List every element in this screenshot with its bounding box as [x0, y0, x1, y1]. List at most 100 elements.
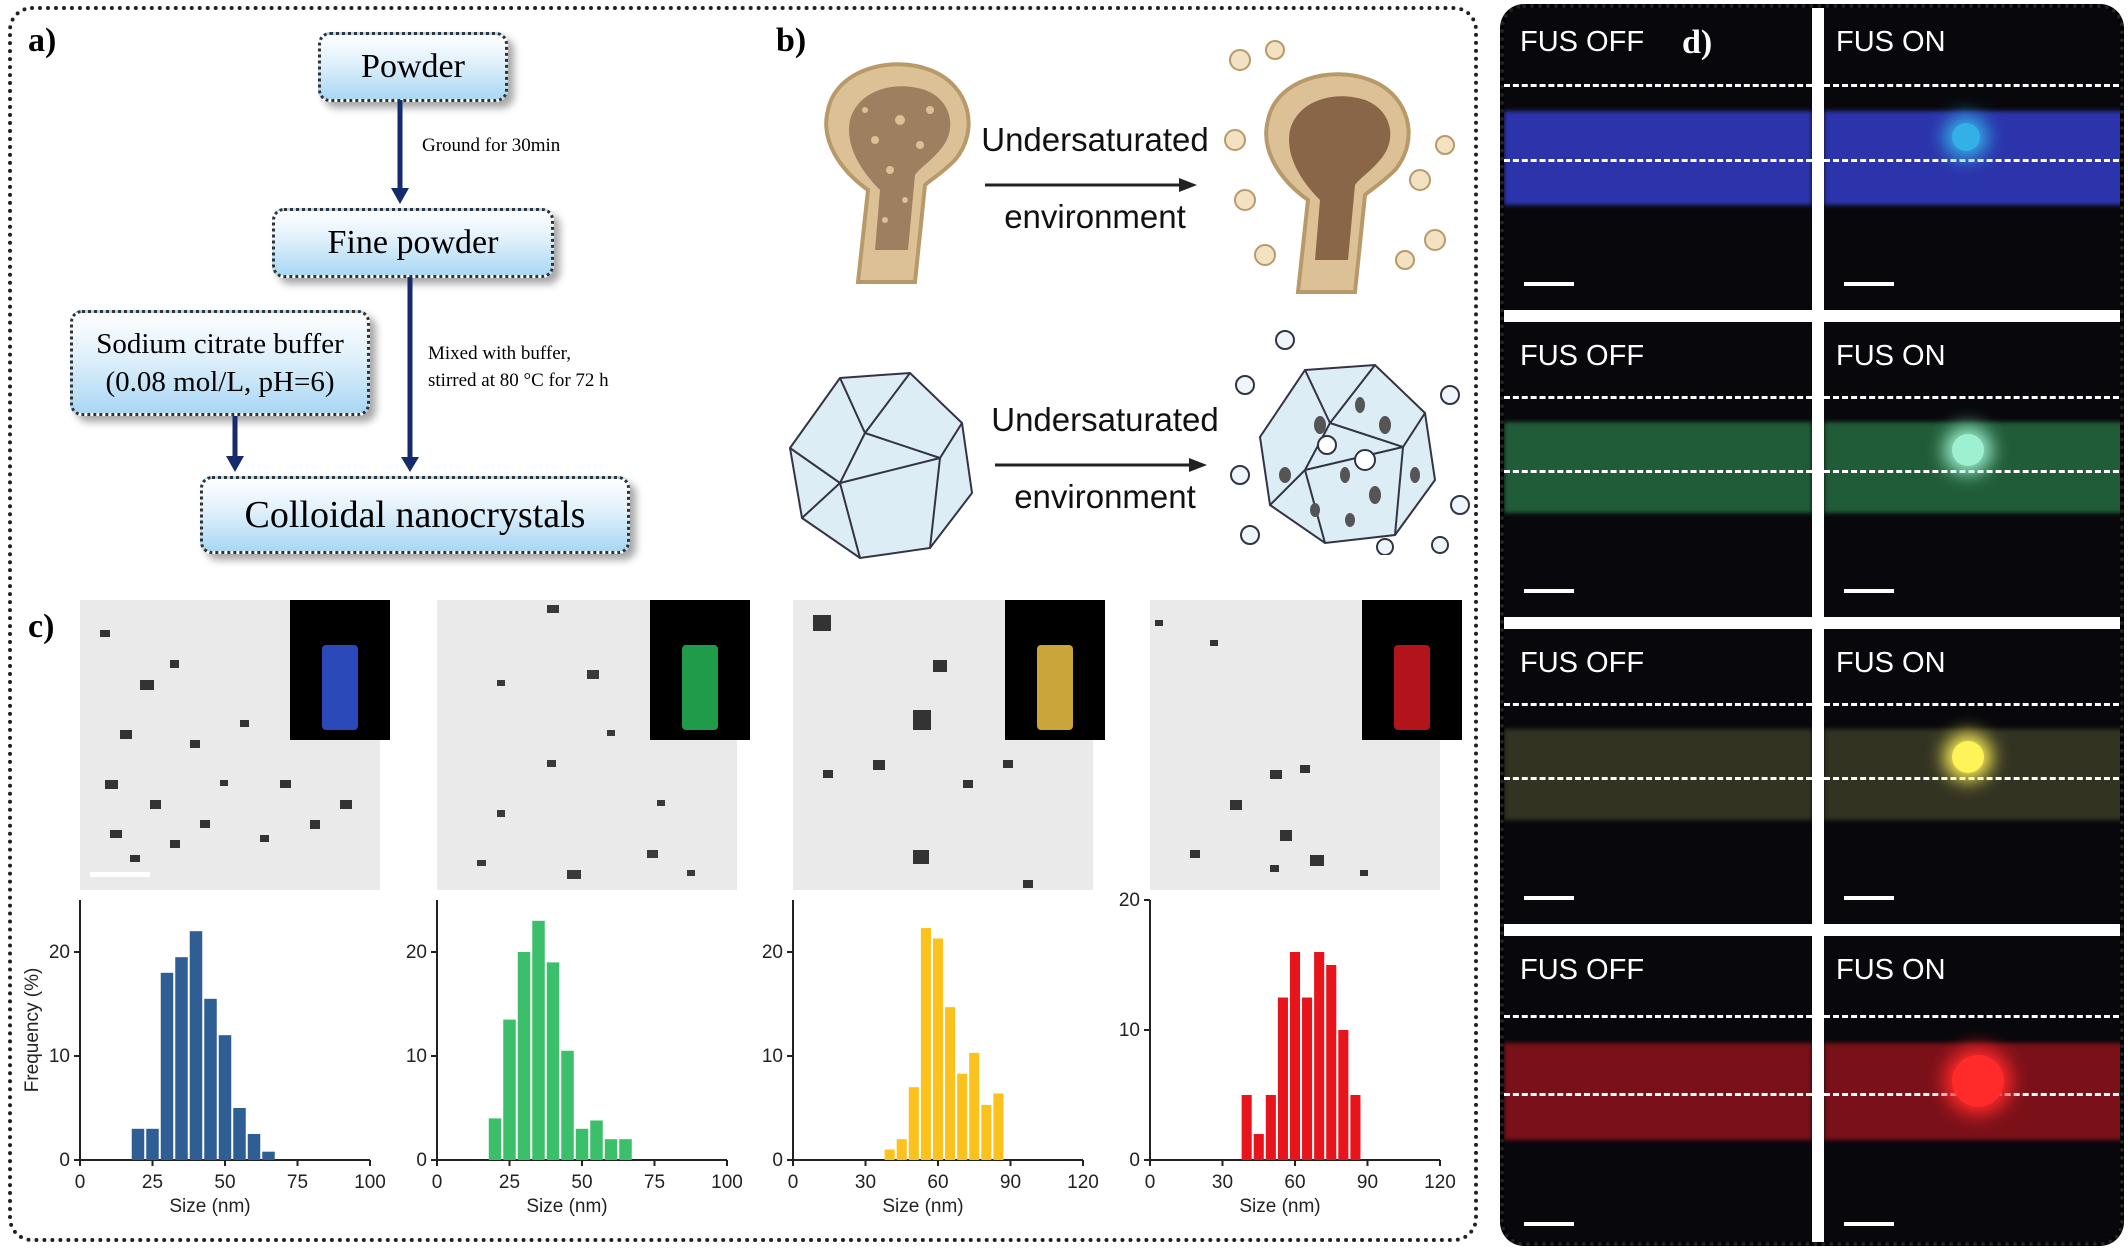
fus-on-label: FUS ON [1836, 954, 1946, 986]
x-axis-label: Size (nm) [526, 1196, 607, 1217]
row-separator-1 [1504, 310, 2120, 322]
histogram-bar [1338, 1030, 1349, 1160]
tem-particles-red [1155, 620, 1368, 876]
vial-red [1362, 600, 1462, 740]
x-tick-label: 120 [1424, 1172, 1456, 1193]
bottom-arrow-text-2: environment [1014, 478, 1196, 515]
vessel-wall-line [1824, 470, 2120, 473]
histogram-bar [247, 1134, 261, 1160]
x-tick-label: 0 [432, 1172, 443, 1193]
histogram-bar [488, 1118, 502, 1160]
x-tick-label: 0 [1145, 1172, 1156, 1193]
scale-bar [1524, 589, 1574, 593]
arrow-top [985, 178, 1197, 192]
vessel-band [1504, 111, 1812, 205]
fus-grid: FUS ON FUS OFF FUS ON FUS OFF FUS ON FUS OFF F… [1504, 8, 2120, 1242]
x-axis-label: Size (nm) [1239, 1196, 1320, 1217]
vessel-wall-line [1504, 396, 1812, 399]
left-panel [8, 6, 1478, 1242]
fluorescence-on-cell: FUS ON [1824, 936, 2120, 1242]
x-tick-label: 75 [287, 1172, 308, 1193]
x-tick-label: 60 [1284, 1172, 1305, 1193]
y-tick-label: 0 [59, 1150, 70, 1171]
arrow-buffer-to-product [226, 416, 244, 472]
y-tick-label: 20 [406, 942, 427, 963]
crystal-after-image [1230, 330, 1470, 555]
histogram-bar [981, 1104, 992, 1160]
histogram-bar [619, 1139, 632, 1160]
product-box: Colloidal nanocrystals [200, 476, 630, 554]
histogram-bar [204, 998, 217, 1160]
histogram-bar [1289, 952, 1301, 1160]
y-tick-label: 10 [762, 1046, 783, 1067]
scale-bar [1524, 1222, 1574, 1226]
y-axis-label: Frequency (%) [22, 968, 43, 1093]
x-axis-label: Size (nm) [882, 1196, 963, 1217]
histogram-bar [1253, 1134, 1264, 1160]
vessel-wall-line [1504, 470, 1812, 473]
y-tick-label: 0 [416, 1150, 427, 1171]
fluorescence-spot [1952, 1055, 2004, 1107]
histogram-bar [993, 1093, 1004, 1160]
histogram-bar [1241, 1095, 1252, 1160]
vessel-band [1504, 422, 1812, 513]
y-tick-label: 20 [762, 942, 783, 963]
x-tick-label: 50 [571, 1172, 592, 1193]
panel-label-b: b) [776, 22, 807, 59]
fluorescence-off-cell: FUS OFF [1504, 629, 1812, 924]
row-separator-2 [1504, 617, 2120, 629]
histogram-bar [945, 1007, 956, 1160]
vessel-wall-line [1504, 777, 1812, 780]
histogram-bar [604, 1139, 618, 1160]
fluorescence-spot [1952, 434, 1984, 466]
histogram-bar [233, 1108, 246, 1160]
y-tick-label: 10 [1119, 1020, 1140, 1041]
fluorescence-spot [1952, 741, 1984, 773]
vessel-wall-line [1824, 396, 2120, 399]
vessel-wall-line [1824, 159, 2120, 162]
histogram-bar [517, 952, 531, 1160]
histogram-bar [546, 962, 560, 1160]
fluorescence-spot [1952, 123, 1980, 151]
fus-on-label: FUS ON [1836, 647, 1946, 679]
panel-label-c: c) [28, 608, 55, 645]
fus-off-label: FUS OFF [1520, 340, 1645, 372]
histogram-bar [1302, 997, 1313, 1160]
step2-line1: Mixed with buffer, [428, 343, 571, 364]
x-axis-label: Size (nm) [169, 1196, 250, 1217]
panel-label-d: d) [1682, 24, 1713, 61]
histogram-bar [1314, 952, 1325, 1160]
x-tick-label: 120 [1067, 1172, 1099, 1193]
histogram-bar [1277, 997, 1288, 1160]
y-tick-label: 20 [49, 942, 70, 963]
histogram-bar [590, 1120, 603, 1160]
y-tick-label: 0 [772, 1150, 783, 1171]
x-tick-label: 0 [75, 1172, 86, 1193]
y-tick-label: 20 [1119, 890, 1140, 911]
fluorescence-off-cell: FUS OFF [1504, 936, 1812, 1242]
histogram-bar [1326, 965, 1337, 1160]
fine-powder-box: Fine powder [272, 208, 554, 278]
histogram-bar [218, 1035, 232, 1160]
top-arrow-text-1: Undersaturated [981, 121, 1209, 158]
fus-on-label: FUS ON [1836, 340, 1946, 372]
vessel-band [1504, 729, 1812, 820]
histogram-bar [896, 1139, 907, 1160]
tem-particles-green [477, 605, 695, 879]
panel-label-a: a) [28, 22, 57, 59]
step2-line2: stirred at 80 °C for 72 h [428, 370, 609, 391]
x-tick-label: 90 [1000, 1172, 1021, 1193]
fluorescence-off-cell: FUS OFF [1504, 322, 1812, 617]
fus-off-label: FUS OFF [1520, 647, 1645, 679]
histogram-bar [932, 938, 944, 1160]
histogram-bar [575, 1128, 589, 1160]
x-tick-label: 60 [927, 1172, 948, 1193]
y-tick-label: 10 [406, 1046, 427, 1067]
x-tick-label: 30 [855, 1172, 876, 1193]
fluorescence-on-cell: FUS ON [1824, 322, 2120, 617]
y-tick-label: 10 [49, 1046, 70, 1067]
x-tick-label: 0 [788, 1172, 799, 1193]
x-tick-label: 50 [214, 1172, 235, 1193]
buffer-box: Sodium citrate buffer (0.08 mol/L, pH=6) [70, 310, 370, 416]
